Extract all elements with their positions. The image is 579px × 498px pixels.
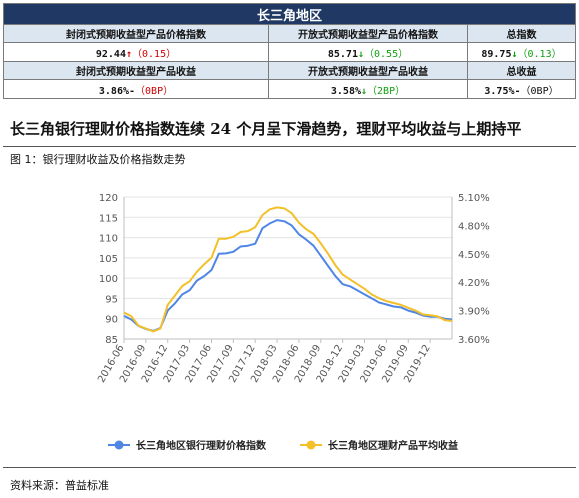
down-arrow-icon: ↓ xyxy=(357,48,365,60)
open-index-header: 开放式预期收益型产品价格指数 xyxy=(268,24,468,43)
table-title: 长三角地区 xyxy=(3,3,576,25)
closed-yield-header: 封闭式预期收益型产品收益 xyxy=(3,61,269,80)
open-yield-change: （2BP） xyxy=(367,85,406,97)
headline: 长三角银行理财价格指数连续 24 个月呈下滑趋势，理财平均收益与上期持平 xyxy=(10,120,522,138)
y-right-tick-label: 3.90% xyxy=(458,307,490,318)
open-yield-value: 3.58% xyxy=(330,85,361,97)
price-yield-line-chart: 85 90 95 100 105 110 115 120 3.60% 3.90% 4.20% 4.50… xyxy=(96,193,490,452)
y-right-tick-label: 4.80% xyxy=(458,221,490,232)
chart-container: 85 90 95 100 105 110 115 120 3.60% 3.90% 4.20% 4.50… xyxy=(0,180,579,460)
flat-dash-icon: - xyxy=(514,85,521,97)
y-right-tick-label: 4.50% xyxy=(458,250,490,261)
closed-yield-value: 3.86% xyxy=(98,85,129,97)
y-right-tick-label: 5.10% xyxy=(458,193,490,204)
closed-index-change: （0.15） xyxy=(132,48,177,60)
y-left-tick-label: 120 xyxy=(99,193,118,204)
closed-yield-change: （0BP） xyxy=(135,85,174,97)
series-line-yield xyxy=(123,206,453,333)
closed-yield-cell: 3.86%-（0BP） xyxy=(3,79,269,99)
open-yield-cell: 3.58%↓（2BP） xyxy=(268,79,468,99)
y-left-tick-label: 105 xyxy=(99,254,118,265)
up-arrow-icon: ↑ xyxy=(125,48,133,60)
open-index-change: （0.55） xyxy=(364,48,409,60)
closed-index-value: 92.44 xyxy=(95,48,126,60)
legend-marker xyxy=(114,440,124,450)
closed-index-header: 封闭式预期收益型产品价格指数 xyxy=(3,24,269,43)
y-left-tick-label: 110 xyxy=(99,234,118,245)
divider xyxy=(3,467,576,468)
series-line-price-index xyxy=(123,219,453,332)
divider xyxy=(3,146,576,147)
open-yield-header: 开放式预期收益型产品收益 xyxy=(268,61,468,80)
total-yield-value: 3.75% xyxy=(484,85,515,97)
total-yield-header: 总收益 xyxy=(467,61,576,80)
total-index-value: 89.75 xyxy=(481,48,512,60)
y-right-tick-label: 4.20% xyxy=(458,278,490,289)
figure-caption: 图 1：银行理财收益及价格指数走势 xyxy=(10,153,186,166)
y-left-tick-label: 115 xyxy=(99,213,118,224)
open-index-value: 85.71 xyxy=(327,48,358,60)
source-note: 资料来源：普益标准 xyxy=(10,479,109,492)
total-index-header: 总指数 xyxy=(467,24,576,43)
y-left-tick-label: 90 xyxy=(105,315,118,326)
total-index-cell: 89.75↓（0.13） xyxy=(467,42,576,62)
summary-table: 长三角地区 封闭式预期收益型产品价格指数 开放式预期收益型产品价格指数 总指数 … xyxy=(3,3,576,99)
y-left-tick-label: 85 xyxy=(105,335,118,346)
total-yield-cell: 3.75%-（0BP） xyxy=(467,79,576,99)
y-right-tick-label: 3.60% xyxy=(458,335,490,346)
open-index-cell: 85.71↓（0.55） xyxy=(268,42,468,62)
legend-marker xyxy=(306,440,316,450)
flat-dash-icon: - xyxy=(129,85,136,97)
legend-label: 长三角地区理财产品平均收益 xyxy=(328,439,458,452)
down-arrow-icon: ↓ xyxy=(361,85,368,97)
y-left-tick-label: 95 xyxy=(105,294,118,305)
legend-label: 长三角地区银行理财价格指数 xyxy=(136,439,267,452)
y-left-tick-label: 100 xyxy=(99,274,118,285)
total-yield-change: （0BP） xyxy=(520,85,559,97)
closed-index-cell: 92.44↑（0.15） xyxy=(3,42,269,62)
down-arrow-icon: ↓ xyxy=(511,48,518,60)
total-index-change: （0.13） xyxy=(517,48,562,60)
